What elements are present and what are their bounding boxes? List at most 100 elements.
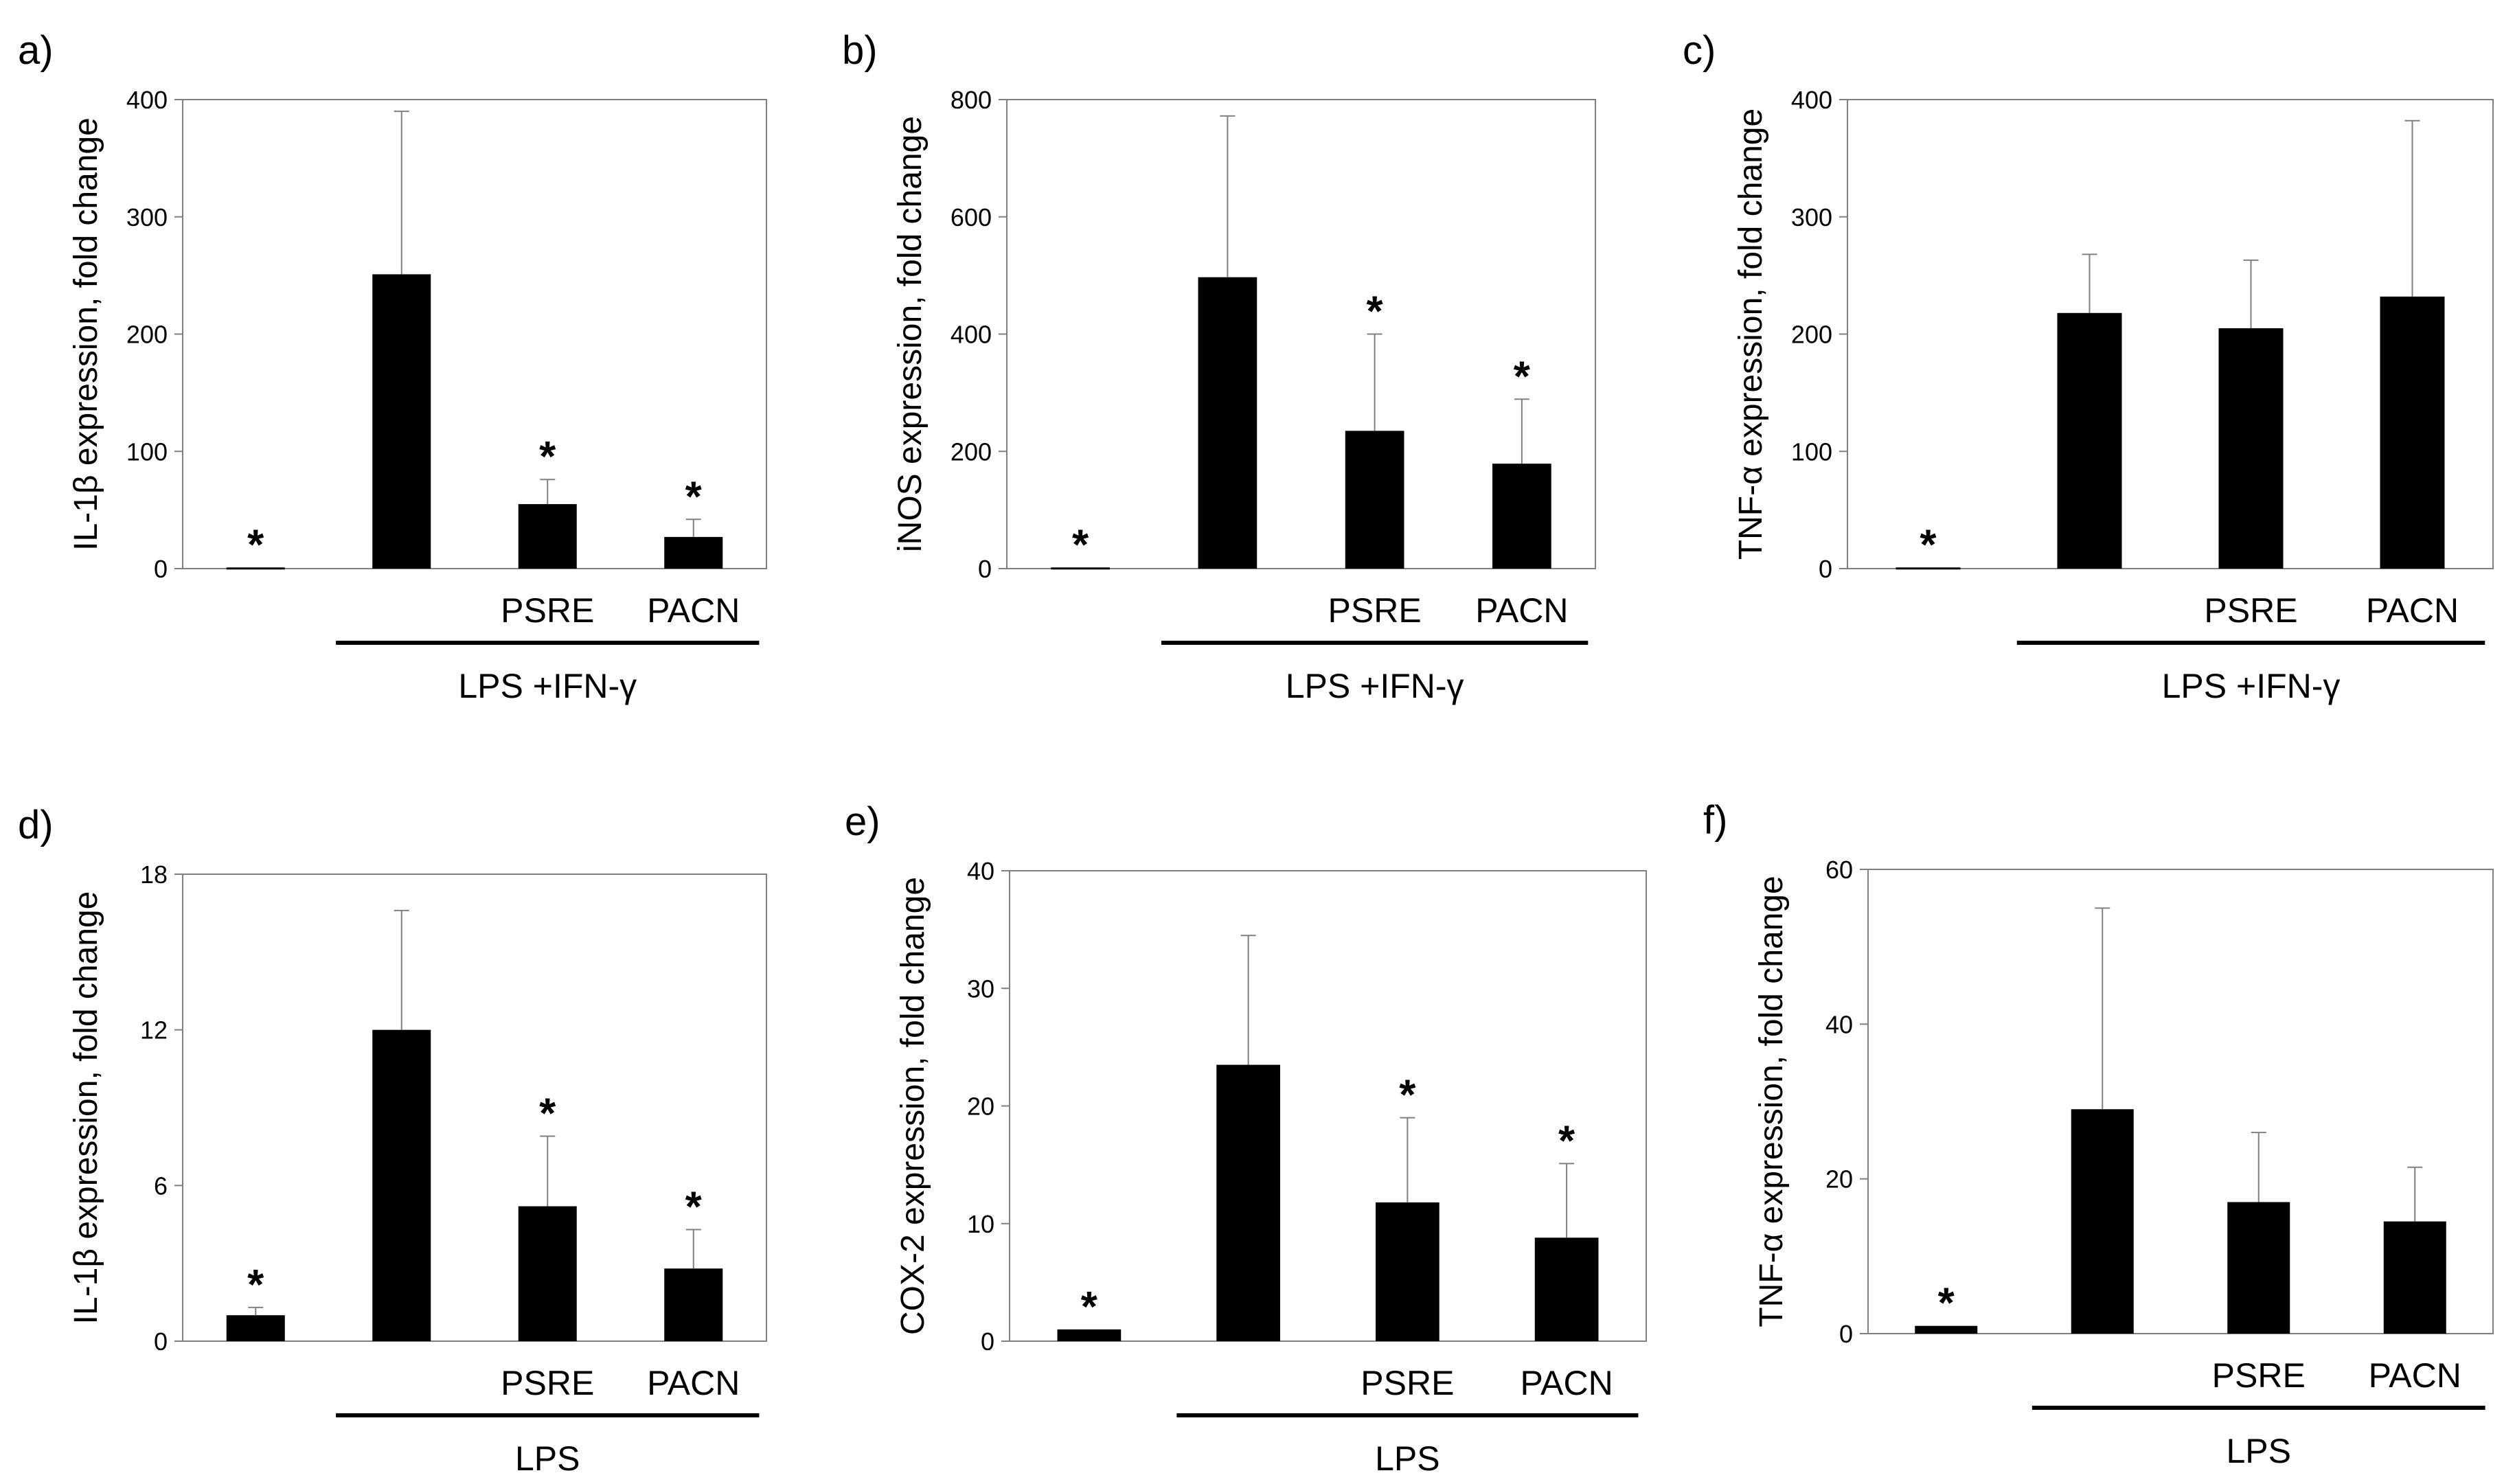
significance-star: * <box>1072 521 1089 569</box>
chart-panel-5: 0 10 20 30 40 e) COX-2 expression, fold change… <box>845 799 1647 1478</box>
chart-panel-1: 0 100 200 300 400 a) IL-1β expression, fold ch… <box>18 28 767 705</box>
y-axis-label: TNF-α expression, fold change <box>1753 876 1790 1327</box>
bar-3 <box>1345 431 1404 569</box>
plot-frame <box>1867 869 2494 1334</box>
bar-2 <box>372 1029 431 1341</box>
bar-4 <box>664 1268 723 1341</box>
group-label: LPS +IFN-γ <box>2162 667 2341 705</box>
y-tick-label: 0 <box>978 555 992 583</box>
y-tick-label: 60 <box>1825 856 1853 884</box>
significance-star: * <box>1367 288 1384 336</box>
y-axis-label: COX-2 expression, fold change <box>895 877 931 1335</box>
panel-label: d) <box>18 803 54 847</box>
chart-panel-4: 0 6 12 18 d) IL-1β expression, fold change * * P… <box>18 803 767 1478</box>
plot-frame <box>182 874 767 1342</box>
y-tick-label: 300 <box>1791 203 1832 231</box>
y-tick-label: 600 <box>951 203 992 231</box>
x-category-label: PACN <box>647 1364 740 1402</box>
y-tick-label: 300 <box>126 203 168 231</box>
x-category-label: PSRE <box>501 1364 594 1402</box>
bar-2 <box>1216 1064 1280 1341</box>
panel-label: f) <box>1703 798 1727 843</box>
bar-4 <box>1492 464 1551 569</box>
y-tick-label: 6 <box>154 1172 168 1200</box>
y-tick-label: 400 <box>951 321 992 349</box>
bar-1 <box>1057 1329 1122 1341</box>
chart-panel-2: 0 200 400 600 800 b) iNOS expression, fold cha… <box>842 28 1596 705</box>
significance-star: * <box>1558 1117 1575 1165</box>
significance-star: * <box>539 433 556 481</box>
significance-star: * <box>685 473 703 521</box>
bar-2 <box>2071 1109 2134 1334</box>
x-category-label: PACN <box>1521 1364 1613 1402</box>
bar-4 <box>2383 1221 2446 1334</box>
group-label: LPS <box>2226 1432 2291 1470</box>
y-tick-label: 40 <box>967 857 994 885</box>
panel-label: a) <box>18 28 54 73</box>
group-label: LPS <box>1375 1439 1440 1478</box>
x-category-label: PACN <box>647 591 740 630</box>
bar-2 <box>1198 277 1258 569</box>
x-category-label: PSRE <box>501 591 594 630</box>
x-category-label: PSRE <box>1361 1364 1454 1402</box>
y-tick-label: 100 <box>126 437 168 466</box>
bar-4 <box>2380 296 2445 569</box>
plot-frame <box>182 99 767 569</box>
y-tick-label: 0 <box>1819 555 1832 583</box>
x-category-label: PSRE <box>1328 591 1422 630</box>
y-tick-label: 0 <box>154 1327 168 1356</box>
x-category-label: PACN <box>2369 1356 2461 1395</box>
chart-panel-6: 0 20 40 60 f) TNF-α expression, fold change * P… <box>1703 798 2494 1470</box>
y-tick-label: 200 <box>126 321 168 349</box>
significance-star: * <box>1514 353 1531 400</box>
y-tick-label: 0 <box>981 1327 994 1356</box>
y-axis-label: IL-1β expression, fold change <box>68 891 104 1325</box>
group-label: LPS <box>515 1439 580 1478</box>
bar-3 <box>2227 1202 2290 1334</box>
y-tick-label: 100 <box>1791 437 1832 466</box>
bar-1 <box>226 567 285 570</box>
bar-1 <box>1051 567 1110 570</box>
bar-2 <box>372 274 431 569</box>
group-label: LPS +IFN-γ <box>1286 667 1464 705</box>
y-tick-label: 20 <box>1825 1165 1853 1194</box>
y-axis-label: IL-1β expression, fold change <box>68 117 104 551</box>
significance-star: * <box>685 1184 703 1231</box>
x-category-label: PACN <box>1475 591 1568 630</box>
y-axis-label: iNOS expression, fold change <box>892 116 929 552</box>
panel-label: c) <box>1683 28 1716 73</box>
x-category-label: PSRE <box>2204 591 2297 630</box>
y-tick-label: 18 <box>140 860 168 889</box>
x-category-label: PACN <box>2366 591 2459 630</box>
bar-1 <box>1915 1325 1978 1334</box>
significance-star: * <box>247 521 264 569</box>
x-category-label: PSRE <box>2212 1356 2306 1395</box>
y-tick-label: 400 <box>126 86 168 114</box>
significance-star: * <box>1938 1280 1955 1327</box>
y-tick-label: 0 <box>154 555 168 583</box>
significance-star: * <box>539 1091 556 1138</box>
bar-4 <box>664 536 723 569</box>
significance-star: * <box>1081 1283 1098 1331</box>
bar-3 <box>1376 1202 1439 1341</box>
panel-label: b) <box>842 28 878 73</box>
bar-4 <box>1534 1237 1599 1341</box>
y-tick-label: 0 <box>1839 1320 1853 1348</box>
y-axis-label: TNF-α expression, fold change <box>1733 109 1769 560</box>
bar-2 <box>2057 312 2122 569</box>
panel-label: e) <box>845 799 880 844</box>
group-label: LPS +IFN-γ <box>458 667 637 705</box>
y-tick-label: 12 <box>140 1016 168 1044</box>
y-tick-label: 400 <box>1791 86 1832 114</box>
y-tick-label: 200 <box>1791 321 1832 349</box>
bar-1 <box>226 1315 285 1341</box>
significance-star: * <box>1920 521 1937 569</box>
y-tick-label: 200 <box>951 437 992 466</box>
y-tick-label: 800 <box>951 86 992 114</box>
significance-star: * <box>1399 1072 1416 1119</box>
chart-panel-3: 0 100 200 300 400 c) TNF-α expression, fold ch… <box>1683 28 2494 705</box>
bar-3 <box>518 504 577 569</box>
y-tick-label: 30 <box>967 974 994 1003</box>
bar-3 <box>2218 328 2284 569</box>
